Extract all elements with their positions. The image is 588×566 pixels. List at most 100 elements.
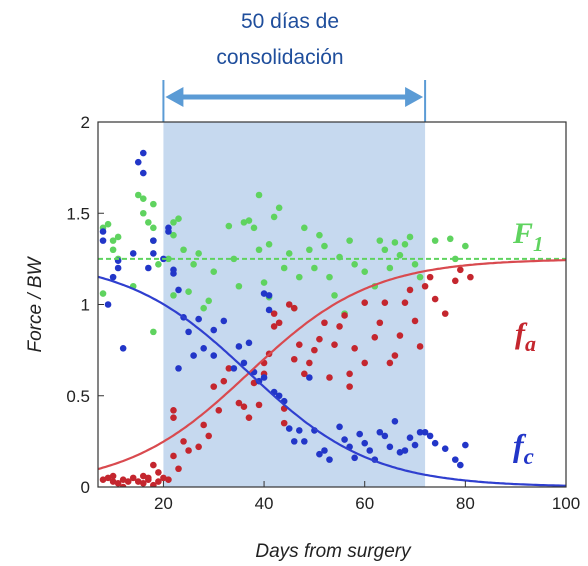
point-F1 [381, 246, 389, 254]
point-fc [220, 317, 228, 325]
series-label-F1: F1 [512, 217, 544, 256]
point-fa [170, 414, 177, 421]
point-fc [301, 438, 308, 445]
point-fc [99, 237, 107, 244]
point-fa [321, 319, 328, 327]
point-fa [99, 476, 107, 484]
series-label-fc: fc [513, 427, 534, 469]
fit-curves [98, 257, 566, 487]
point-fa [220, 377, 228, 385]
point-fa [114, 480, 122, 487]
arrow-head-left [165, 87, 184, 107]
point-fa [416, 343, 424, 350]
y-tick-label: 2 [81, 113, 90, 132]
point-fc [341, 436, 348, 443]
point-F1 [210, 268, 218, 275]
point-F1 [205, 297, 213, 305]
point-F1 [301, 224, 308, 232]
point-F1 [275, 204, 283, 212]
point-fa [441, 310, 449, 317]
point-fa [255, 401, 263, 409]
point-fa [451, 277, 459, 285]
point-F1 [346, 237, 353, 244]
point-F1 [270, 213, 278, 221]
point-F1 [431, 237, 439, 244]
point-fc [416, 428, 424, 436]
point-F1 [180, 246, 187, 254]
point-fa [270, 310, 278, 317]
point-fa [386, 359, 394, 367]
point-fc [457, 461, 464, 469]
point-F1 [109, 246, 117, 254]
consolidation-arrow [162, 80, 427, 122]
point-fc [391, 418, 399, 425]
point-F1 [401, 240, 409, 248]
point-fc [175, 286, 182, 294]
point-F1 [250, 224, 258, 232]
point-F1 [225, 222, 233, 230]
point-F1 [260, 279, 268, 286]
point-fc [361, 439, 369, 447]
point-F1 [331, 292, 338, 299]
point-fa [326, 374, 333, 381]
point-fc [326, 456, 333, 463]
point-fc [316, 450, 323, 458]
point-fa [306, 359, 313, 367]
point-fc [386, 443, 394, 451]
point-F1 [230, 255, 238, 263]
point-fa [195, 443, 202, 451]
point-fc [295, 427, 303, 434]
point-F1 [139, 209, 147, 217]
point-fa [150, 461, 157, 469]
point-F1 [416, 273, 424, 281]
point-fa [381, 299, 389, 306]
point-fa [426, 273, 434, 281]
point-fc [366, 447, 374, 454]
point-fa [139, 480, 147, 487]
arrow-head-right [405, 87, 424, 107]
consolidation-annotation: 50 días de consolidación [162, 10, 427, 122]
point-fc [421, 428, 429, 436]
point-fa [295, 341, 303, 348]
point-F1 [200, 304, 207, 312]
point-fa [457, 266, 464, 274]
point-fa [376, 319, 384, 327]
plot-area: 20 40 60 80 100 0 0.5 1 1.5 2 F1 fa fc [66, 113, 580, 513]
x-tick-label: 60 [355, 494, 374, 513]
point-fa [185, 447, 192, 454]
point-F1 [311, 264, 318, 272]
point-fa [341, 312, 348, 319]
fit-curve-fa [98, 259, 566, 471]
point-fc [185, 328, 192, 336]
y-tick-label: 1.5 [66, 204, 90, 223]
point-fa [290, 304, 298, 312]
point-F1 [361, 268, 369, 275]
point-F1 [109, 237, 117, 244]
point-fa [396, 332, 404, 339]
point-fa [467, 273, 474, 281]
point-fc [290, 438, 298, 445]
point-F1 [451, 255, 459, 263]
point-fc [426, 432, 434, 440]
point-fc [441, 445, 449, 452]
point-fa [275, 319, 283, 327]
point-fc [114, 264, 122, 272]
consolidation-shaded-region [163, 122, 426, 487]
point-fc [139, 149, 147, 157]
annotation-line-2: consolidación [216, 46, 343, 69]
point-fc [381, 432, 389, 440]
point-F1 [240, 219, 248, 226]
point-fc [351, 454, 358, 462]
point-F1 [295, 273, 303, 281]
point-fa [346, 383, 353, 390]
point-fa [411, 317, 419, 325]
point-fc [200, 345, 207, 352]
point-fc [150, 237, 157, 244]
point-fc [170, 270, 177, 277]
point-F1 [255, 191, 263, 199]
point-fc [190, 352, 197, 359]
point-F1 [134, 191, 142, 199]
point-fa [155, 478, 162, 485]
point-fa [215, 407, 223, 414]
